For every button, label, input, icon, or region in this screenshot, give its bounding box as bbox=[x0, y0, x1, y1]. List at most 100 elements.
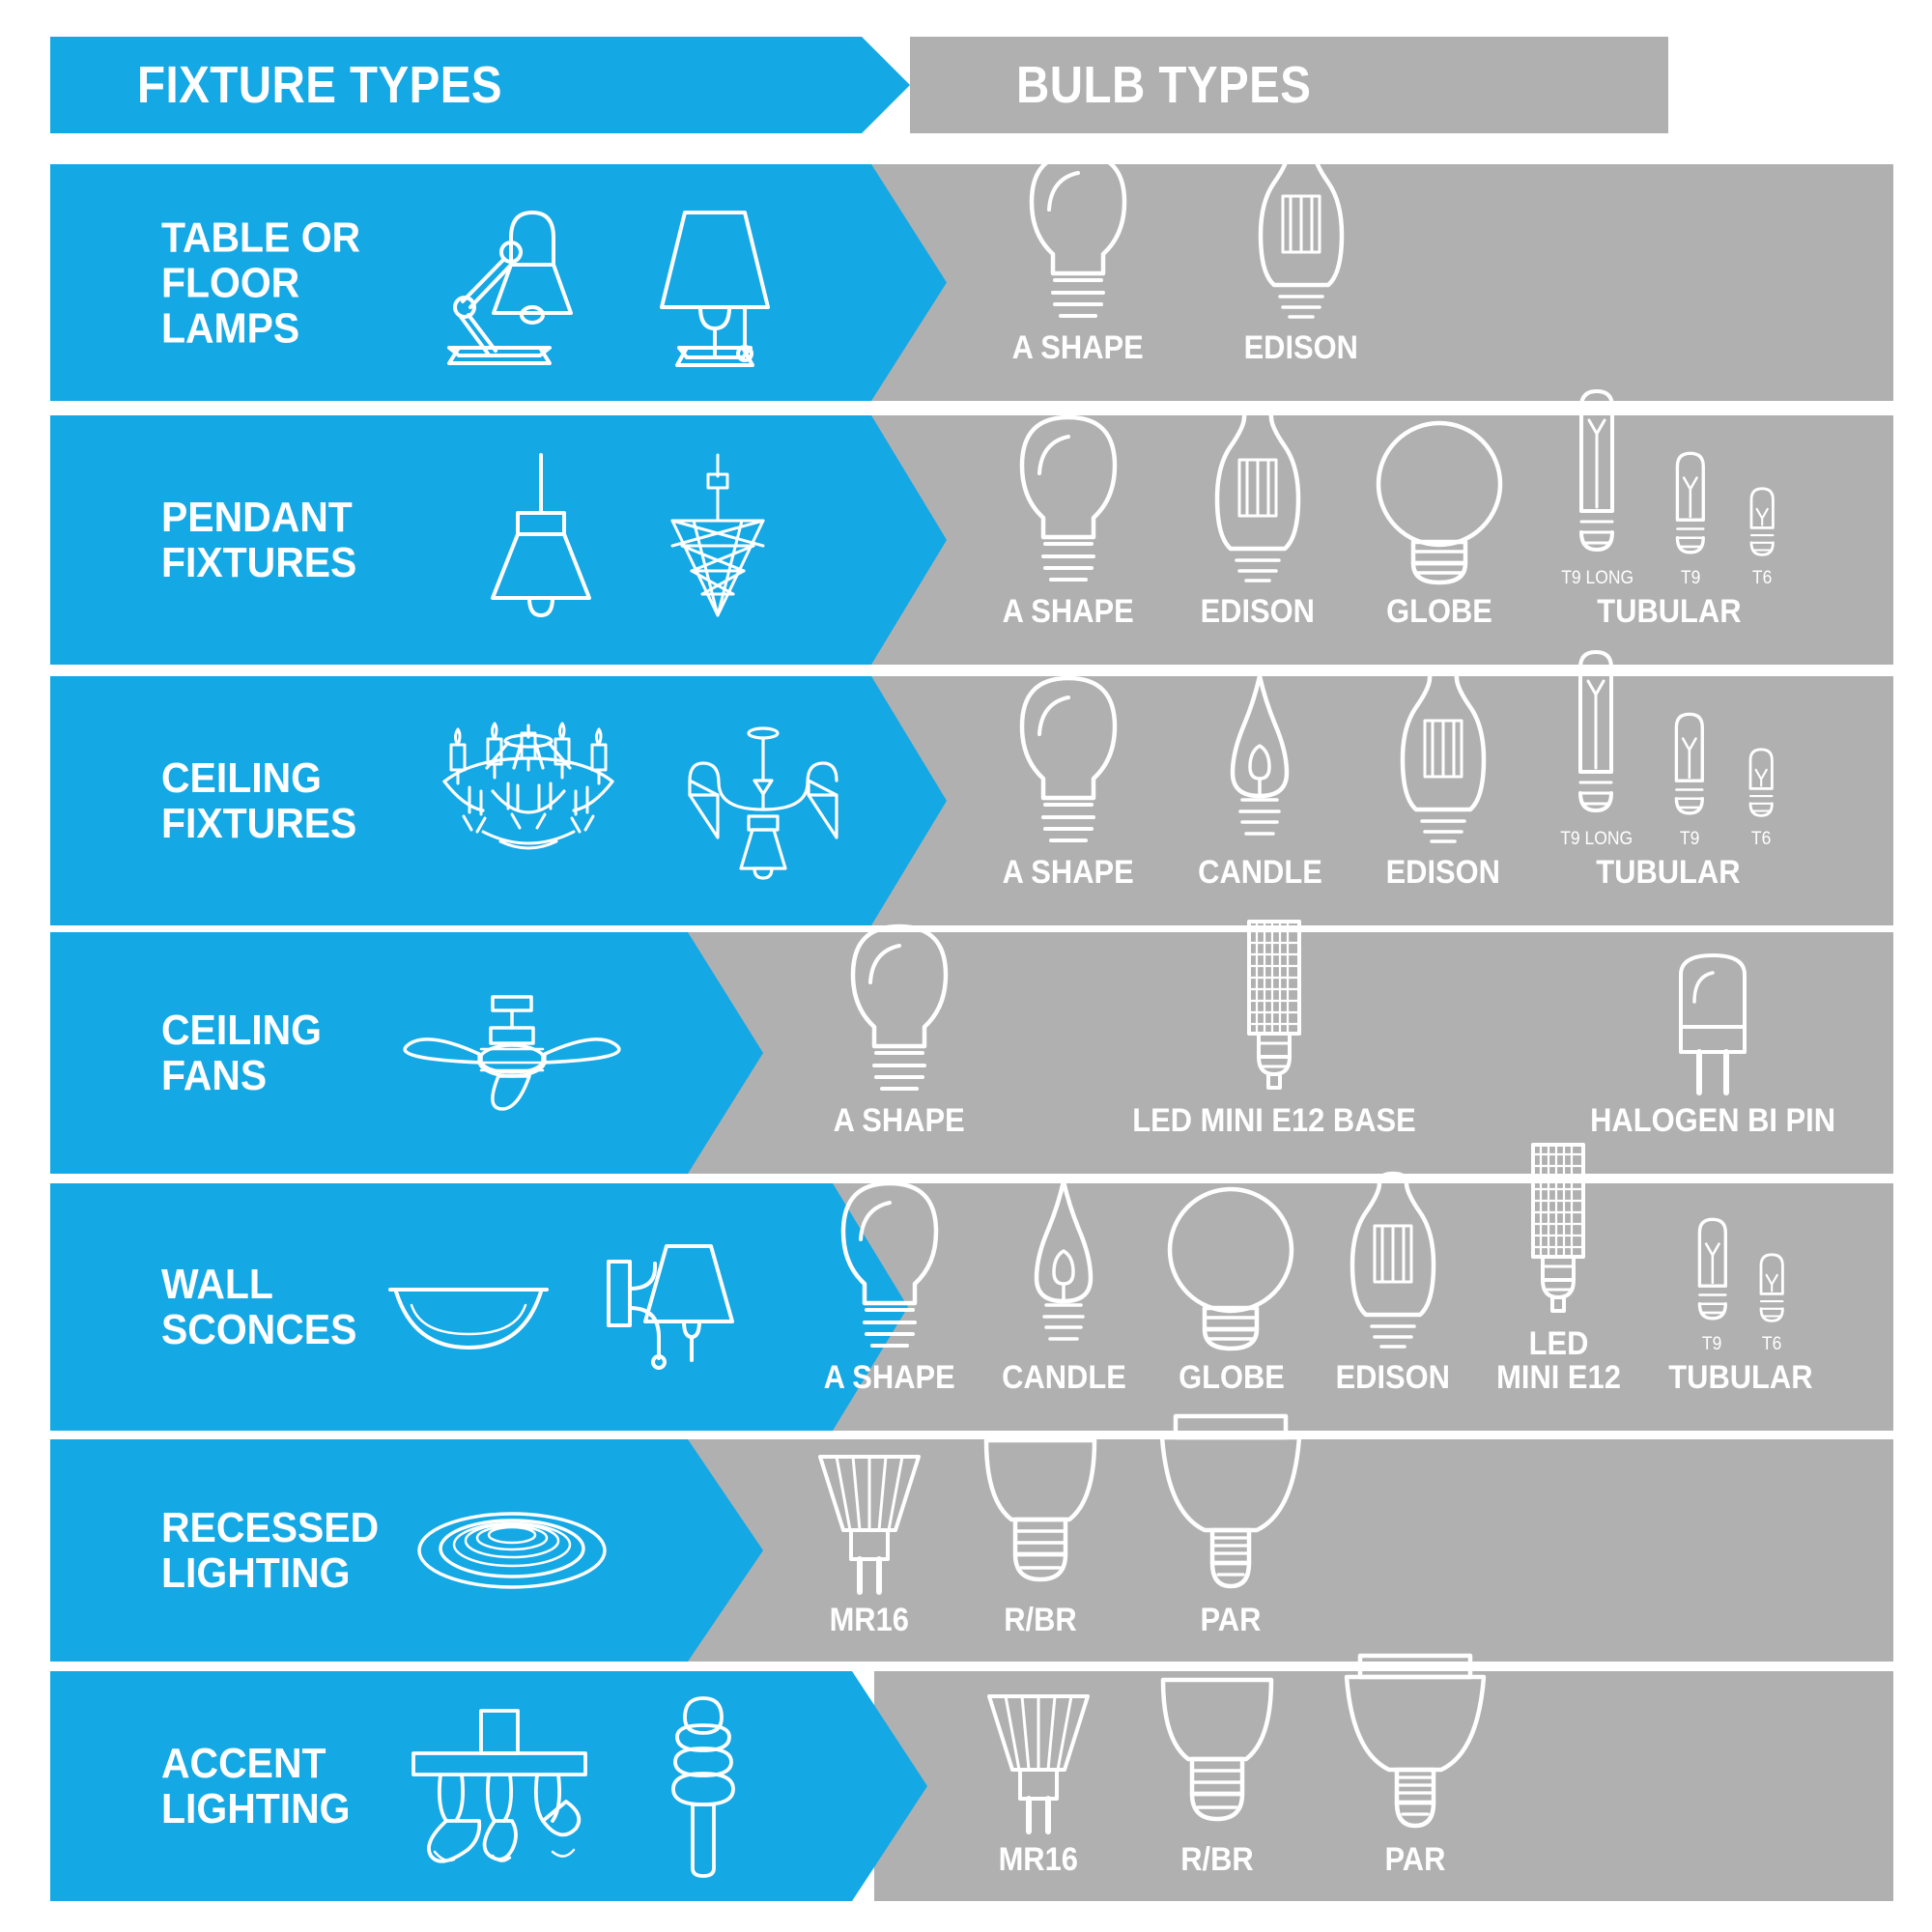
bulb-item: EDISON bbox=[1194, 404, 1321, 628]
edison-bulb-icon bbox=[1340, 1170, 1446, 1353]
table-lamp-icon bbox=[640, 201, 790, 367]
wall-sconce-shade-icon bbox=[607, 1235, 737, 1379]
fixture-icon-group bbox=[386, 1235, 737, 1379]
globe-bulb-icon bbox=[1375, 418, 1505, 587]
chandelier-small-icon bbox=[688, 724, 838, 880]
tubular-variant-label: T9 bbox=[1679, 828, 1700, 849]
bulb-item: R/BR bbox=[982, 1436, 1098, 1636]
tubular-bulb-icon bbox=[1572, 387, 1622, 569]
header: FIXTURE TYPES BULB TYPES bbox=[50, 37, 1668, 133]
a-shape-bulb-icon bbox=[832, 1179, 948, 1353]
edison-bulb-icon bbox=[1205, 404, 1311, 587]
tubular-bulb-icon bbox=[1669, 450, 1712, 569]
bulb-group: A SHAPE CANDLE EDISON T9 LONG T9 T6 TUBULAR bbox=[995, 649, 1778, 925]
bulb-label: CANDLE bbox=[1198, 853, 1323, 891]
bulb-label: R/BR bbox=[1180, 1840, 1254, 1878]
ceiling-fan-icon bbox=[403, 995, 621, 1111]
a-shape-bulb-icon bbox=[1020, 150, 1136, 324]
led-mini-e12-bulb-icon bbox=[1236, 918, 1313, 1096]
bulb-item: LED MINI E12 BASE bbox=[1117, 918, 1432, 1137]
fixture-type-band bbox=[50, 1439, 763, 1662]
tubular-variant-label: T9 LONG bbox=[1560, 828, 1633, 849]
path-light-icon bbox=[650, 1694, 756, 1878]
fixture-type-band bbox=[50, 1183, 908, 1431]
bulb-label: GLOBE bbox=[1386, 592, 1493, 630]
bulb-group: A SHAPE EDISON bbox=[1005, 141, 1365, 401]
bulb-label: LED MINI E12 bbox=[1495, 1325, 1621, 1396]
fixture-icon-group bbox=[415, 1502, 609, 1599]
bulb-item: EDISON bbox=[1379, 665, 1507, 889]
bulb-types-band bbox=[869, 676, 1893, 925]
tubular-variant: T9 bbox=[1669, 450, 1712, 587]
tubular-bulb-icon bbox=[1668, 711, 1711, 830]
bulb-item: MR16 bbox=[816, 1451, 923, 1636]
bulb-group: A SHAPE EDISON GLOBE T9 LONG T9 T6 TUBULAR bbox=[995, 388, 1779, 665]
rbr-bulb-icon bbox=[982, 1436, 1098, 1596]
globe-bulb-icon bbox=[1166, 1184, 1296, 1353]
tubular-variant-label: T9 bbox=[1702, 1333, 1722, 1354]
fixture-row: ACCENT LIGHTING MR16 R/BR PAR bbox=[50, 1653, 1893, 1901]
bulb-label: MR16 bbox=[829, 1601, 910, 1638]
bulb-label: CANDLE bbox=[1002, 1358, 1127, 1396]
bulb-item: MR16 bbox=[985, 1690, 1092, 1876]
bulb-label: A SHAPE bbox=[1002, 853, 1134, 891]
bulb-label: GLOBE bbox=[1178, 1358, 1285, 1396]
header-fixture-types-banner: FIXTURE TYPES bbox=[50, 37, 910, 133]
fixture-row: CEILING FANS A SHAPE LED MINI E12 BASE HAL… bbox=[50, 919, 1893, 1174]
pendant-cage-icon bbox=[655, 453, 781, 627]
tubular-bulb-icon bbox=[1745, 486, 1779, 568]
tubular-variant: T6 bbox=[1744, 747, 1778, 848]
bulb-label: TUBULAR bbox=[1668, 1358, 1813, 1396]
tubular-variant: T9 bbox=[1668, 711, 1711, 848]
fixture-type-label: WALL SCONCES bbox=[161, 1260, 357, 1353]
tubular-bulb-icon bbox=[1754, 1252, 1789, 1334]
bulb-item: A SHAPE bbox=[1005, 150, 1151, 364]
tubular-variant: T9 LONG bbox=[1557, 648, 1635, 848]
tubular-bulb-icon bbox=[1571, 648, 1621, 830]
tubular-bulb-icon bbox=[1744, 747, 1778, 829]
bulb-item: A SHAPE bbox=[995, 674, 1141, 889]
fixture-row: PENDANT FIXTURES A SHAPE EDISON GLOBE T9 LO… bbox=[50, 388, 1893, 665]
bulb-item: CANDLE bbox=[995, 1179, 1133, 1394]
bulb-item: CANDLE bbox=[1191, 673, 1329, 891]
header-bulb-types-banner: BULB TYPES bbox=[910, 37, 1668, 133]
fixture-icon-group bbox=[440, 201, 790, 367]
bulb-label: HALOGEN BI PIN bbox=[1590, 1101, 1836, 1139]
tubular-bulb-icon bbox=[1691, 1216, 1734, 1335]
fixture-type-label: PENDANT FIXTURES bbox=[161, 493, 357, 586]
bulb-label: A SHAPE bbox=[833, 1101, 965, 1139]
bulb-label: A SHAPE bbox=[823, 1358, 955, 1396]
header-fixture-types-label: FIXTURE TYPES bbox=[137, 56, 503, 114]
fixture-type-label: CEILING FIXTURES bbox=[161, 753, 357, 847]
fixture-type-band bbox=[50, 415, 947, 665]
a-shape-bulb-icon bbox=[841, 923, 957, 1096]
bulb-group: MR16 R/BR PAR bbox=[985, 1653, 1488, 1901]
fixture-row: RECESSED LIGHTING MR16 R/BR PAR bbox=[50, 1413, 1893, 1662]
wall-sconce-bowl-icon bbox=[386, 1259, 551, 1355]
tubular-variant-label: T6 bbox=[1762, 1333, 1782, 1354]
halogen-bi-pin-icon bbox=[1667, 952, 1759, 1096]
bulb-item: LED MINI E12 bbox=[1490, 1141, 1628, 1394]
tubular-variant: T9 LONG bbox=[1558, 387, 1636, 587]
fixture-type-label: RECESSED LIGHTING bbox=[161, 1503, 380, 1597]
bulb-label: TUBULAR bbox=[1596, 592, 1742, 630]
bulb-item: T9 T6 TUBULAR bbox=[1661, 1216, 1821, 1394]
candle-bulb-icon bbox=[1219, 673, 1301, 848]
tubular-variant: T6 bbox=[1745, 486, 1779, 587]
bulb-label: PAR bbox=[1200, 1601, 1262, 1638]
par-bulb-icon bbox=[1158, 1412, 1303, 1596]
fixture-type-label: ACCENT LIGHTING bbox=[161, 1739, 351, 1833]
bulb-label: R/BR bbox=[1004, 1601, 1077, 1638]
tubular-variant: T9 bbox=[1691, 1216, 1734, 1353]
bulb-label: TUBULAR bbox=[1595, 853, 1741, 891]
bulb-types-band bbox=[874, 1671, 1893, 1901]
bulb-label: EDISON bbox=[1385, 853, 1501, 891]
rbr-bulb-icon bbox=[1159, 1676, 1275, 1835]
desk-lamp-icon bbox=[440, 201, 584, 365]
fixture-icon-group bbox=[403, 995, 621, 1111]
par-bulb-icon bbox=[1343, 1652, 1488, 1835]
bulb-item: EDISON bbox=[1329, 1170, 1457, 1394]
tubular-variant: T6 bbox=[1754, 1252, 1789, 1354]
header-bulb-types-label: BULB TYPES bbox=[1016, 56, 1312, 114]
